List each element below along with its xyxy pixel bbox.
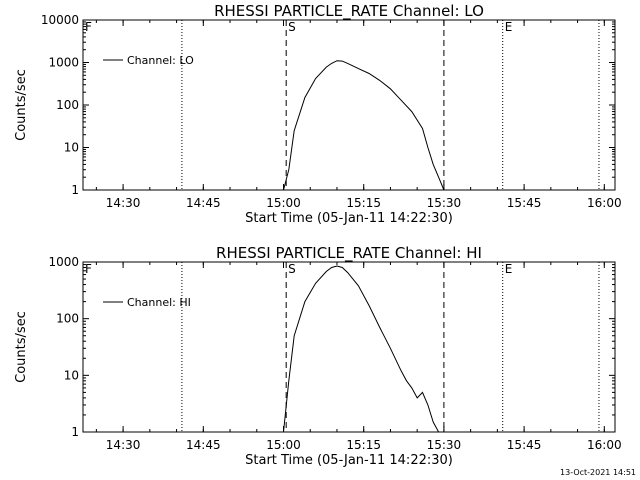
x-tick-label: 15:15 (346, 196, 381, 210)
chart-title: RHESSI PARTICLE_RATE Channel: HI (216, 244, 482, 263)
marker-label: F (85, 262, 92, 276)
x-axis-label: Start Time (05-Jan-11 14:22:30) (245, 453, 453, 468)
y-tick-label: 1000 (48, 56, 79, 70)
x-tick-label: 15:00 (266, 438, 301, 452)
x-tick-label: 15:00 (266, 196, 301, 210)
marker-label: S (288, 20, 296, 34)
marker-label: S (288, 262, 296, 276)
y-axis-label: Counts/sec (14, 69, 29, 141)
x-tick-label: 15:45 (507, 438, 542, 452)
x-tick-label: 14:30 (106, 438, 141, 452)
x-tick-label: 14:45 (186, 438, 221, 452)
series-line (283, 265, 440, 433)
y-tick-label: 10 (64, 368, 79, 382)
marker-label: F (85, 20, 92, 34)
y-tick-label: 1 (71, 183, 79, 197)
x-tick-label: 16:00 (587, 438, 622, 452)
y-tick-label: 100 (56, 98, 79, 112)
panel-1: RHESSI PARTICLE_RATE Channel: LO 14:30 14:… (14, 2, 622, 226)
marker-label: E (505, 262, 513, 276)
legend-label: Channel: LO (127, 54, 194, 67)
x-tick-label: 15:45 (507, 196, 542, 210)
x-tick-label: 14:30 (106, 196, 141, 210)
panel-2: RHESSI PARTICLE_RATE Channel: HI 14:30 14:… (14, 244, 622, 468)
chart-title: RHESSI PARTICLE_RATE Channel: LO (214, 2, 484, 21)
x-tick-label: 15:30 (427, 196, 462, 210)
series-line (283, 60, 445, 191)
legend-label: Channel: HI (127, 296, 191, 309)
footer-timestamp: 13-Oct-2021 14:51 (560, 468, 636, 477)
plot-frame (82, 261, 616, 433)
x-tick-label: 15:30 (427, 438, 462, 452)
y-tick-label: 1000 (48, 255, 79, 269)
x-tick-label: 15:15 (346, 438, 381, 452)
y-tick-label: 10000 (41, 13, 79, 27)
x-tick-label: 16:00 (587, 196, 622, 210)
marker-label: E (505, 20, 513, 34)
x-axis-label: Start Time (05-Jan-11 14:22:30) (245, 211, 453, 226)
plot-frame (82, 19, 616, 191)
x-tick-label: 14:45 (186, 196, 221, 210)
y-tick-label: 100 (56, 312, 79, 326)
y-tick-label: 10 (64, 141, 79, 155)
y-tick-label: 1 (71, 425, 79, 439)
y-axis-label: Counts/sec (14, 311, 29, 383)
